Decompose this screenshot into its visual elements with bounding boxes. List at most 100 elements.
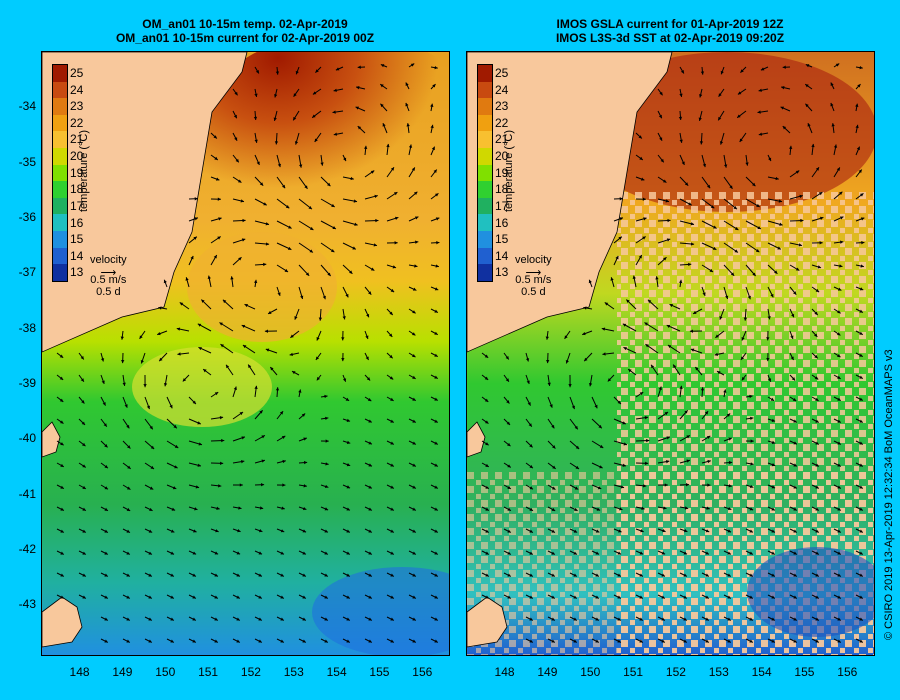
colorbar-swatch [478, 98, 492, 115]
current-vector-head [730, 272, 735, 276]
current-vector-head [551, 424, 555, 429]
colorbar-tick-label: 24 [70, 82, 84, 97]
colorbar-scale [52, 64, 68, 282]
colorbar-swatch [478, 148, 492, 165]
warm-eddy-region [182, 52, 449, 292]
current-vector-head [303, 437, 307, 441]
current-vector-head [331, 203, 335, 207]
current-vector-head [749, 484, 754, 489]
current-vector-head [104, 486, 109, 490]
current-vector-head [782, 65, 786, 69]
current-vector-head [412, 419, 416, 423]
current-vector-head [714, 352, 718, 357]
current-vector-head [737, 91, 742, 95]
cool-eddy [132, 347, 272, 427]
current-vector-head [507, 595, 511, 599]
current-vector-head [324, 484, 329, 489]
current-vector-head [370, 267, 375, 271]
current-vector-head [628, 369, 632, 373]
current-vector-head [303, 460, 308, 465]
current-vector-head [82, 595, 86, 599]
current-vector-head [300, 295, 304, 299]
current-vector-head [584, 357, 588, 362]
current-vector-head [302, 617, 306, 621]
current-vector-head [263, 202, 267, 206]
current-vector-head [273, 117, 277, 121]
current-vector-head [666, 238, 671, 242]
current-vector-head [390, 529, 394, 533]
current-vector-head [755, 249, 760, 253]
current-vector-head [815, 441, 819, 445]
current-vector-head [368, 419, 372, 423]
current-vector-head [815, 463, 819, 467]
current-vector-head [367, 397, 372, 402]
current-vector-head [284, 268, 289, 272]
current-vector-head [214, 573, 218, 577]
current-vector-head [815, 419, 819, 423]
current-vector-head [126, 529, 131, 533]
left-map [42, 52, 449, 655]
current-vector-head [740, 69, 744, 73]
left-colorbar: 25 24 23 22 21 20 19 18 17 16 15 14 13 temperature (… [48, 64, 118, 284]
longitude-tick: 150 [580, 665, 601, 679]
current-vector-head [679, 93, 683, 97]
left-map-panel: 25 24 23 22 21 20 19 18 17 16 15 14 13 temperature (… [41, 51, 450, 656]
current-vector-head [709, 268, 714, 272]
current-vector-head [324, 529, 328, 533]
current-vector-head [275, 71, 280, 75]
current-vector-head [686, 435, 690, 439]
current-vector-head [546, 359, 550, 364]
current-vector-head [859, 287, 864, 291]
colorbar-tick-label: 19 [495, 165, 509, 180]
current-vector-head [103, 423, 107, 427]
colorbar-swatch [53, 214, 67, 232]
current-vector-head [345, 293, 349, 298]
current-vector-head [121, 359, 125, 364]
current-vector-head [412, 287, 417, 291]
current-vector-head [346, 551, 350, 555]
current-vector-head [357, 126, 362, 130]
current-vector-head [529, 595, 533, 599]
current-vector-head [157, 332, 161, 336]
latitude-tick: -39 [18, 375, 36, 390]
current-vector-head [256, 161, 260, 165]
current-vector-head [626, 299, 630, 303]
current-vector-head [741, 337, 745, 341]
current-vector-head [859, 463, 863, 467]
current-vector-head [82, 464, 86, 468]
current-vector-head [280, 639, 284, 643]
current-vector-head [705, 595, 709, 599]
current-vector-head [258, 617, 262, 621]
current-vector-head [355, 106, 360, 110]
current-vector-head [255, 70, 259, 74]
current-vector-head [318, 317, 323, 321]
current-vector-head [800, 218, 804, 223]
current-vector-head [366, 313, 370, 318]
current-vector-head [412, 441, 416, 445]
current-vector-head [485, 595, 489, 599]
current-vector-head [260, 483, 265, 487]
current-vector-head [859, 595, 863, 599]
current-vector-head [837, 463, 841, 467]
current-vector-head [817, 265, 822, 269]
current-vector-head [177, 352, 181, 356]
current-vector-head [287, 246, 292, 250]
current-vector-head [749, 617, 753, 621]
current-vector-head [214, 551, 219, 555]
current-vector-head [104, 551, 108, 555]
current-vector-head [324, 507, 329, 511]
current-vector-head [325, 439, 329, 443]
current-vector-head [815, 397, 819, 401]
colorbar-tick-label: 16 [70, 215, 84, 230]
current-vector-head [575, 445, 580, 450]
current-vector-head [324, 617, 328, 621]
longitude-tick: 151 [198, 665, 219, 679]
current-vector-head [571, 405, 575, 410]
current-vector-head [405, 102, 409, 107]
current-vector-head [506, 421, 511, 425]
current-vector-head [302, 551, 306, 555]
current-vector-head [595, 617, 599, 621]
current-vector-head [380, 103, 384, 108]
current-vector-head [819, 216, 824, 220]
current-vector-head [718, 93, 722, 97]
